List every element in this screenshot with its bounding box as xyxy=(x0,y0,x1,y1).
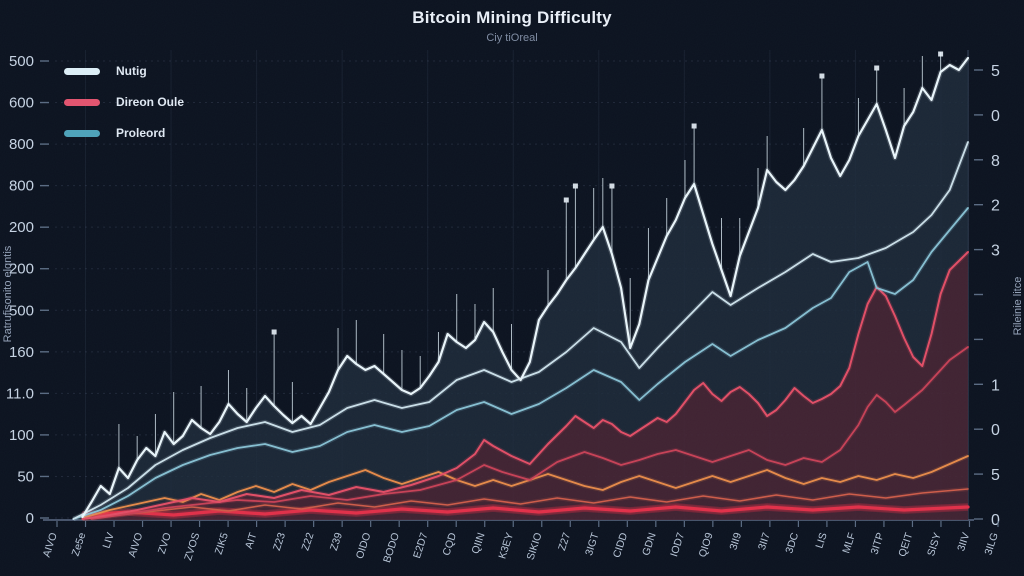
legend-label-series1: Nutig xyxy=(116,64,147,78)
legend-swatch-series1 xyxy=(64,67,100,75)
legend-swatch-series3 xyxy=(64,129,100,137)
legend-label-series3: Proleord xyxy=(116,126,166,140)
legend-item-series1: Nutig xyxy=(64,64,184,78)
legend-label-series2: Direon Oule xyxy=(116,95,185,109)
legend-item-series2: Direon Oule xyxy=(64,95,184,109)
legend-swatch-series2 xyxy=(64,98,100,106)
legend: Nutig Direon Oule Proleord xyxy=(64,64,184,140)
legend-item-series3: Proleord xyxy=(64,126,184,140)
